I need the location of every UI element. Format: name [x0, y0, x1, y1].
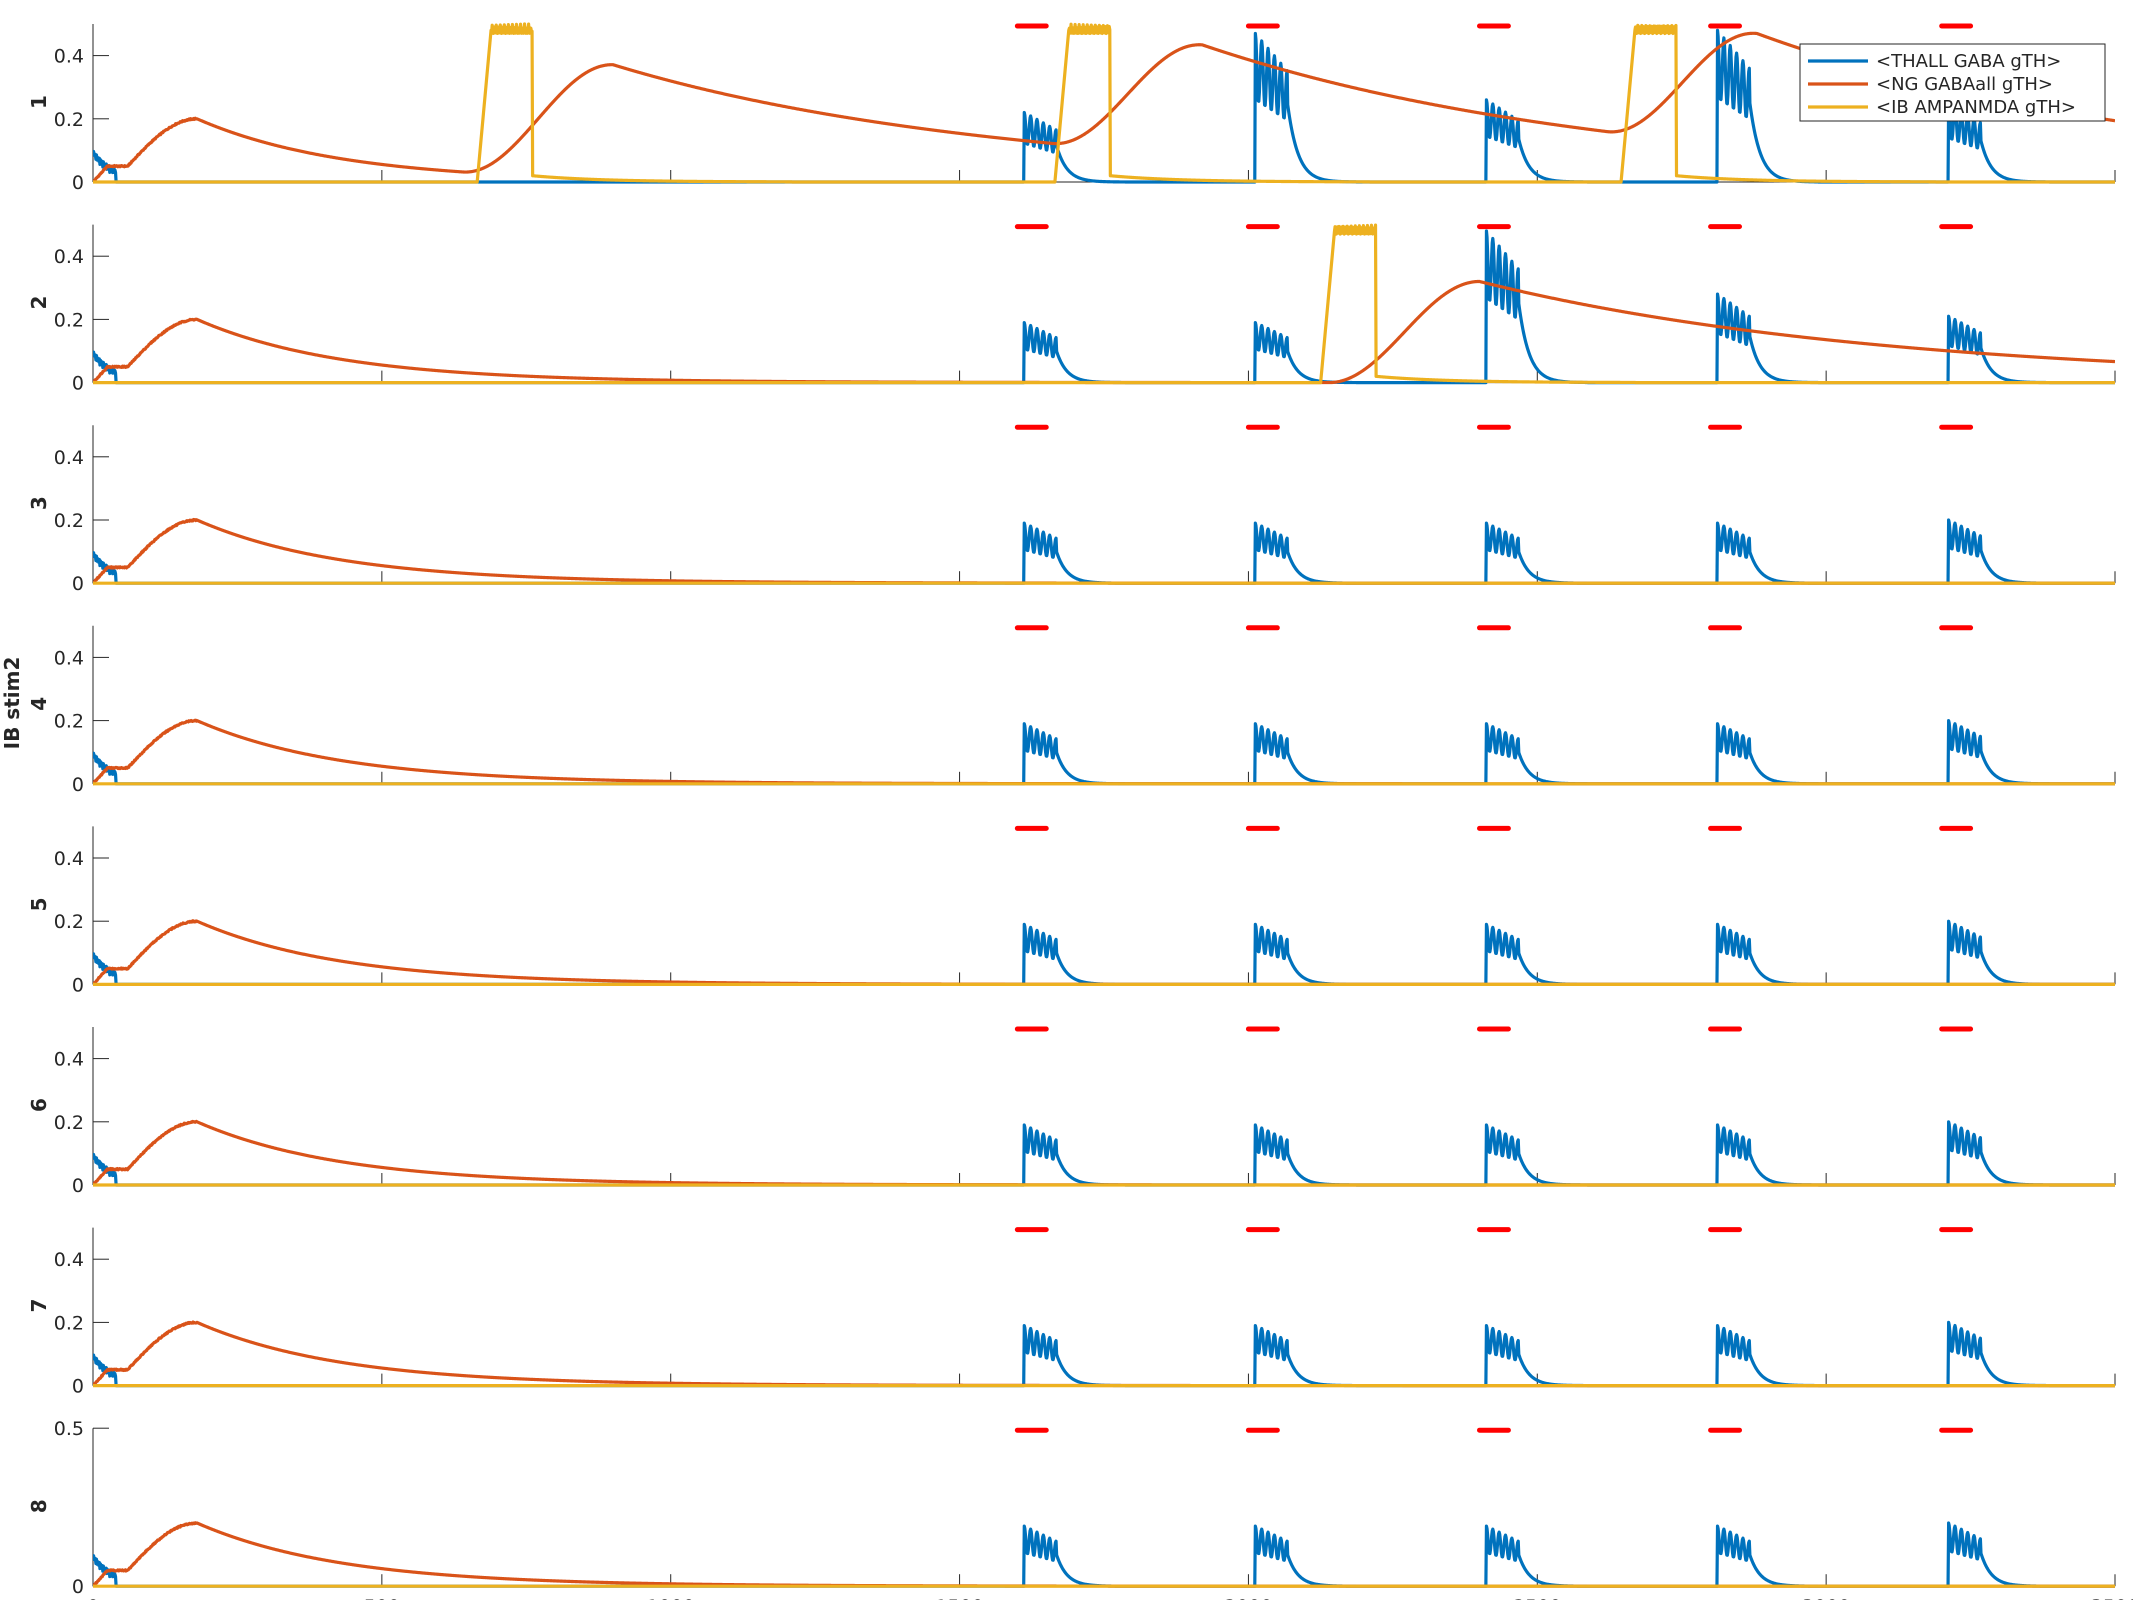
panel-label: 8: [27, 1499, 51, 1513]
panel-label: 5: [27, 897, 51, 911]
series-line-3: [93, 223, 2115, 385]
legend-label: <IB AMPANMDA gTH>: [1876, 97, 2076, 118]
x-tick-label: 1000: [647, 1596, 695, 1600]
x-tick-label: 2000: [1224, 1596, 1272, 1600]
y-tick-label: 0.2: [54, 1112, 84, 1134]
y-tick-label: 0: [72, 373, 84, 395]
panel-1: 0 0.2 0.4 1: [27, 22, 2116, 194]
y-tick-label: 0.2: [54, 711, 84, 733]
series-line-3: [93, 22, 2115, 184]
y-tick-label: 0: [72, 1175, 84, 1197]
series-group: [93, 1119, 2115, 1187]
y-tick-label: 0: [72, 1376, 84, 1398]
y-tick-label: 0.4: [54, 1249, 84, 1271]
series-group: [93, 1320, 2115, 1388]
panel-2: 0 0.2 0.4 2: [27, 223, 2116, 395]
series-group: [93, 517, 2115, 585]
panel-6: 0 0.2 0.4 6: [27, 1026, 2116, 1197]
panel-8: 0 500 1000 1500 2000 2500 3000 3500 0 0.5 8: [27, 1418, 2133, 1600]
panel-4: 0 0.2 0.4 4: [27, 625, 2116, 796]
y-tick-label: 0: [72, 573, 84, 595]
y-tick-label: 0.2: [54, 1312, 84, 1334]
legend-label: <NG GABAall gTH>: [1876, 74, 2053, 95]
figure-ylabel: IB stim2: [0, 657, 24, 750]
series-group: [93, 1521, 2115, 1588]
x-tick-label: 3500: [2091, 1596, 2133, 1600]
y-tick-label: 0.4: [54, 246, 84, 268]
series-group: [93, 919, 2115, 986]
panel-label: 6: [27, 1098, 51, 1112]
y-tick-label: 0.5: [54, 1418, 84, 1440]
y-tick-label: 0: [72, 974, 84, 996]
y-tick-label: 0.4: [54, 447, 84, 469]
legend-label: <THALL GABA gTH>: [1876, 51, 2061, 72]
x-tick-label: 0: [87, 1596, 99, 1600]
y-tick-label: 0.2: [54, 510, 84, 532]
y-tick-label: 0.4: [54, 1049, 84, 1071]
y-tick-label: 0.4: [54, 848, 84, 870]
panel-7: 0 0.2 0.4 7: [27, 1227, 2116, 1398]
y-tick-label: 0: [72, 172, 84, 194]
y-tick-label: 0: [72, 1576, 84, 1598]
x-tick-label: 2500: [1513, 1596, 1561, 1600]
panels: 0 0.2 0.4 1 0 0.2 0.4 2 0 0.2 0.4 3 0 0.2 0.4 4 0 0.2 0.4 5…: [27, 22, 2133, 1600]
panel-label: 4: [27, 697, 51, 711]
x-tick-label: 1500: [935, 1596, 983, 1600]
y-tick-label: 0.2: [54, 309, 84, 331]
panel-label: 1: [27, 95, 51, 109]
y-tick-label: 0.4: [54, 46, 84, 68]
panel-label: 7: [27, 1299, 51, 1313]
panel-label: 2: [27, 296, 51, 310]
y-tick-label: 0.4: [54, 647, 84, 669]
series-group: [93, 718, 2115, 786]
y-tick-label: 0.2: [54, 911, 84, 933]
series-group: [93, 22, 2115, 184]
series-line-2: [93, 31, 2115, 183]
series-group: [93, 223, 2115, 385]
x-tick-label: 3000: [1802, 1596, 1850, 1600]
panel-5: 0 0.2 0.4 5: [27, 825, 2116, 996]
panel-label: 3: [27, 496, 51, 510]
legend: <THALL GABA gTH><NG GABAall gTH><IB AMPA…: [1799, 43, 2106, 122]
x-tick-label: 500: [364, 1596, 400, 1600]
y-tick-label: 0.2: [54, 109, 84, 131]
panel-3: 0 0.2 0.4 3: [27, 424, 2116, 595]
y-tick-label: 0: [72, 774, 84, 796]
